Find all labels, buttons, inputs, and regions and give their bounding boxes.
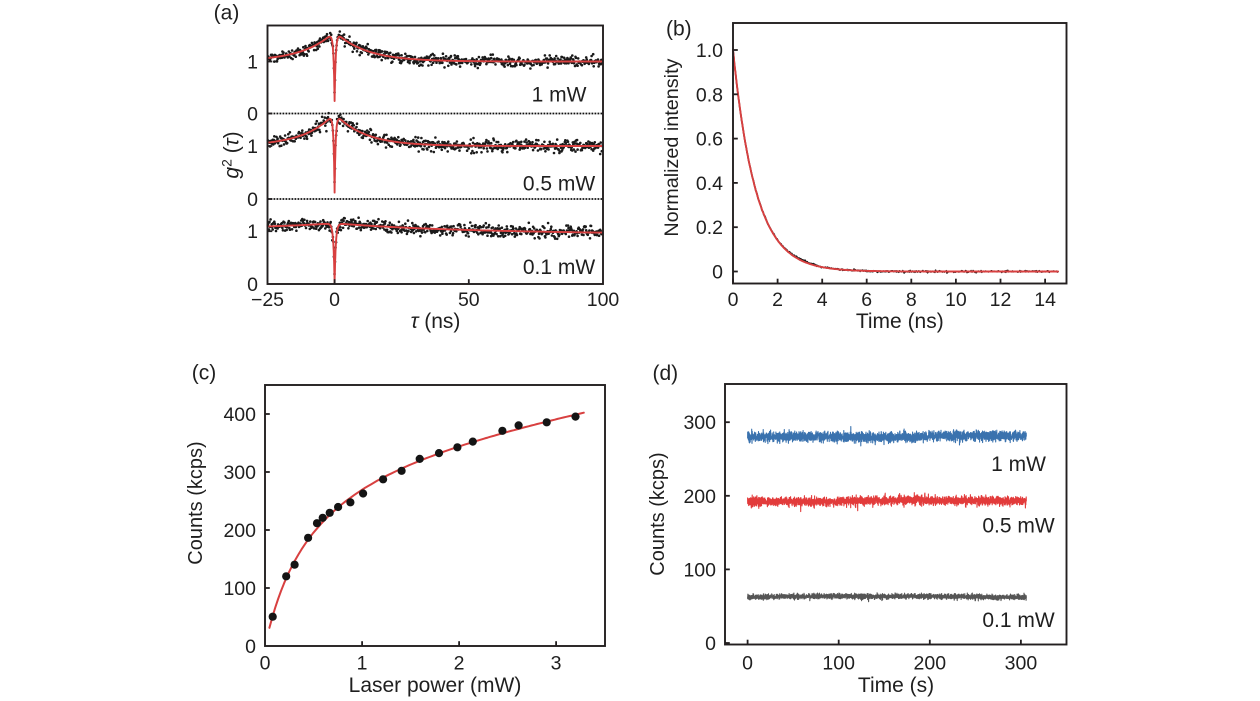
- svg-text:1: 1: [247, 221, 258, 243]
- svg-text:8: 8: [906, 289, 917, 311]
- svg-text:0.2: 0.2: [696, 217, 723, 239]
- svg-text:200: 200: [914, 653, 947, 675]
- svg-text:300: 300: [223, 462, 256, 484]
- svg-text:100: 100: [587, 289, 620, 311]
- svg-text:1.0: 1.0: [696, 40, 723, 62]
- svg-text:0.1 mW: 0.1 mW: [523, 256, 596, 279]
- svg-text:0.8: 0.8: [696, 84, 723, 106]
- svg-text:(d): (d): [652, 362, 678, 385]
- svg-text:0: 0: [728, 289, 739, 311]
- svg-text:200: 200: [223, 520, 256, 542]
- svg-text:Counts (kcps): Counts (kcps): [185, 441, 207, 564]
- svg-text:0: 0: [247, 104, 258, 126]
- svg-text:0: 0: [247, 189, 258, 211]
- svg-text:4: 4: [817, 289, 828, 311]
- svg-text:(b): (b): [666, 18, 692, 41]
- svg-text:1 mW: 1 mW: [532, 84, 587, 107]
- svg-text:0.6: 0.6: [696, 129, 723, 151]
- svg-text:2: 2: [772, 289, 783, 311]
- svg-text:200: 200: [683, 486, 716, 508]
- svg-text:0.5 mW: 0.5 mW: [523, 173, 596, 196]
- svg-text:3: 3: [551, 653, 562, 675]
- svg-text:Counts (kcps): Counts (kcps): [647, 452, 669, 575]
- svg-text:τ (ns): τ (ns): [411, 310, 461, 333]
- svg-text:(c): (c): [192, 362, 217, 385]
- svg-text:2: 2: [454, 653, 465, 675]
- svg-text:300: 300: [1005, 653, 1038, 675]
- svg-text:1: 1: [357, 653, 368, 675]
- svg-text:1 mW: 1 mW: [991, 453, 1046, 476]
- svg-text:Laser power (mW): Laser power (mW): [349, 674, 522, 697]
- svg-text:0.4: 0.4: [696, 173, 723, 195]
- svg-text:0.1 mW: 0.1 mW: [982, 609, 1055, 632]
- svg-text:100: 100: [683, 559, 716, 581]
- svg-text:400: 400: [223, 404, 256, 426]
- svg-text:1: 1: [247, 136, 258, 158]
- svg-text:0: 0: [329, 289, 340, 311]
- svg-text:0: 0: [245, 636, 256, 658]
- svg-text:12: 12: [990, 289, 1012, 311]
- svg-text:50: 50: [458, 289, 480, 311]
- svg-text:(a): (a): [214, 2, 240, 25]
- svg-text:0: 0: [712, 262, 723, 284]
- svg-text:g2 (τ): g2 (τ): [219, 131, 244, 178]
- svg-text:0: 0: [247, 274, 258, 296]
- svg-text:Time (ns): Time (ns): [856, 310, 944, 333]
- svg-text:100: 100: [822, 653, 855, 675]
- svg-text:0: 0: [742, 653, 753, 675]
- svg-text:0.5 mW: 0.5 mW: [982, 515, 1055, 538]
- svg-text:0: 0: [260, 653, 271, 675]
- svg-text:0: 0: [705, 633, 716, 655]
- svg-text:6: 6: [861, 289, 872, 311]
- svg-text:10: 10: [945, 289, 967, 311]
- svg-text:300: 300: [683, 412, 716, 434]
- svg-text:−25: −25: [251, 289, 284, 311]
- svg-text:100: 100: [223, 578, 256, 600]
- svg-text:Normalized intensity: Normalized intensity: [661, 58, 683, 236]
- svg-text:Time (s): Time (s): [858, 674, 934, 697]
- svg-text:1: 1: [247, 52, 258, 74]
- svg-text:14: 14: [1034, 289, 1056, 311]
